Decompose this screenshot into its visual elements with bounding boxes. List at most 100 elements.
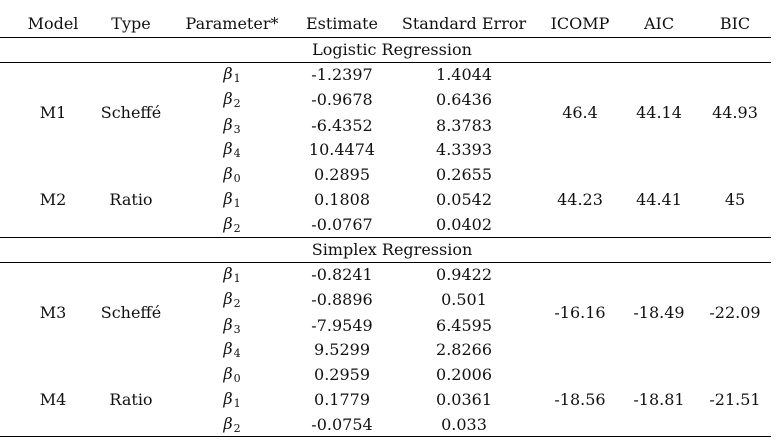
- parameter-letter: β: [223, 164, 233, 183]
- parameter-letter: β: [223, 339, 233, 358]
- icomp-value: 46.4: [562, 103, 598, 122]
- parameter-letter: β: [223, 139, 233, 158]
- bic-value: -21.51: [709, 390, 761, 409]
- parameter-index: 3: [233, 123, 241, 136]
- model-label: M1: [39, 103, 67, 122]
- estimate-value: -1.2397: [311, 65, 373, 84]
- icomp-value: 44.23: [557, 190, 603, 209]
- parameter-letter: β: [223, 64, 233, 83]
- parameter-index: 1: [233, 72, 241, 85]
- parameter-symbol: β2: [223, 414, 241, 435]
- parameter-index: 2: [233, 222, 241, 235]
- parameter-symbol: β0: [223, 364, 241, 385]
- parameter-index: 2: [233, 97, 241, 110]
- parameter-index: 4: [233, 347, 241, 360]
- standard-error-value: 4.3393: [436, 140, 492, 159]
- parameter-index: 1: [233, 397, 241, 410]
- estimate-value: -0.0754: [311, 415, 373, 434]
- estimate-value: -0.9678: [311, 90, 373, 109]
- parameter-index: 4: [233, 147, 241, 160]
- parameter-index: 0: [233, 372, 241, 385]
- column-header: ICOMP: [550, 14, 610, 33]
- bic-value: 44.93: [712, 103, 758, 122]
- icomp-value: -18.56: [554, 390, 606, 409]
- parameter-symbol: β4: [223, 339, 241, 360]
- standard-error-value: 1.4044: [436, 65, 492, 84]
- estimate-value: 0.2895: [314, 165, 370, 184]
- parameter-letter: β: [223, 364, 233, 383]
- parameter-symbol: β4: [223, 139, 241, 160]
- parameter-symbol: β0: [223, 164, 241, 185]
- column-header: Estimate: [305, 14, 379, 33]
- standard-error-value: 0.501: [441, 290, 487, 309]
- estimate-value: -7.9549: [311, 316, 373, 335]
- standard-error-value: 8.3783: [436, 116, 492, 135]
- estimate-value: -0.8896: [311, 290, 373, 309]
- parameter-index: 0: [233, 172, 241, 185]
- aic-value: -18.81: [633, 390, 685, 409]
- section-rule: [0, 262, 771, 263]
- standard-error-value: 2.8266: [436, 340, 492, 359]
- icomp-value: -16.16: [554, 303, 606, 322]
- column-header: BIC: [719, 14, 751, 33]
- parameter-symbol: β1: [223, 264, 241, 285]
- section-rule: [0, 62, 771, 63]
- parameter-letter: β: [223, 389, 233, 408]
- parameter-letter: β: [223, 189, 233, 208]
- estimate-value: 9.5299: [314, 340, 370, 359]
- model-type: Scheffé: [100, 303, 162, 322]
- standard-error-value: 0.0402: [436, 215, 492, 234]
- parameter-index: 2: [233, 297, 241, 310]
- parameter-letter: β: [223, 289, 233, 308]
- standard-error-value: 6.4595: [436, 316, 492, 335]
- estimate-value: -0.0767: [311, 215, 373, 234]
- model-type: Ratio: [109, 390, 153, 409]
- estimate-value: 10.4474: [308, 140, 376, 159]
- column-header: Standard Error: [401, 14, 527, 33]
- column-header: AIC: [643, 14, 675, 33]
- estimate-value: 0.1779: [314, 390, 370, 409]
- model-type: Ratio: [109, 190, 153, 209]
- parameter-index: 2: [233, 422, 241, 435]
- parameter-symbol: β3: [223, 315, 241, 336]
- parameter-index: 3: [233, 323, 241, 336]
- header-rule: [0, 37, 771, 38]
- parameter-symbol: β2: [223, 214, 241, 235]
- parameter-symbol: β3: [223, 117, 241, 136]
- parameter-index: 1: [233, 197, 241, 210]
- section-end-rule: [0, 436, 771, 437]
- parameter-symbol: β2: [223, 91, 241, 110]
- parameter-symbol: β1: [223, 189, 241, 210]
- model-type: Scheffé: [100, 103, 162, 122]
- section-title: Simplex Regression: [311, 240, 473, 259]
- parameter-symbol: β2: [223, 289, 241, 310]
- parameter-letter: β: [223, 214, 233, 233]
- aic-value: -18.49: [633, 303, 685, 322]
- standard-error-value: 0.0361: [436, 390, 492, 409]
- estimate-value: -6.4352: [311, 116, 373, 135]
- column-header: Parameter*: [185, 14, 279, 33]
- estimate-value: 0.1808: [314, 190, 370, 209]
- standard-error-value: 0.0542: [436, 190, 492, 209]
- column-header: Type: [111, 14, 151, 33]
- standard-error-value: 0.033: [441, 415, 487, 434]
- aic-value: 44.41: [636, 190, 682, 209]
- parameter-index: 1: [233, 272, 241, 285]
- aic-value: 44.14: [636, 103, 682, 122]
- parameter-letter: β: [223, 414, 233, 433]
- model-label: M4: [39, 390, 67, 409]
- section-title: Logistic Regression: [312, 40, 472, 59]
- section-end-rule: [0, 237, 771, 238]
- estimate-value: -0.8241: [311, 265, 373, 284]
- parameter-letter: β: [223, 264, 233, 283]
- parameter-letter: β: [223, 315, 233, 334]
- bic-value: 45: [724, 190, 746, 209]
- parameter-symbol: β1: [223, 389, 241, 410]
- column-header: Model: [27, 14, 79, 33]
- model-label: M3: [39, 303, 67, 322]
- model-label: M2: [39, 190, 67, 209]
- standard-error-value: 0.2006: [436, 365, 492, 384]
- bic-value: -22.09: [709, 303, 761, 322]
- estimate-value: 0.2959: [314, 365, 370, 384]
